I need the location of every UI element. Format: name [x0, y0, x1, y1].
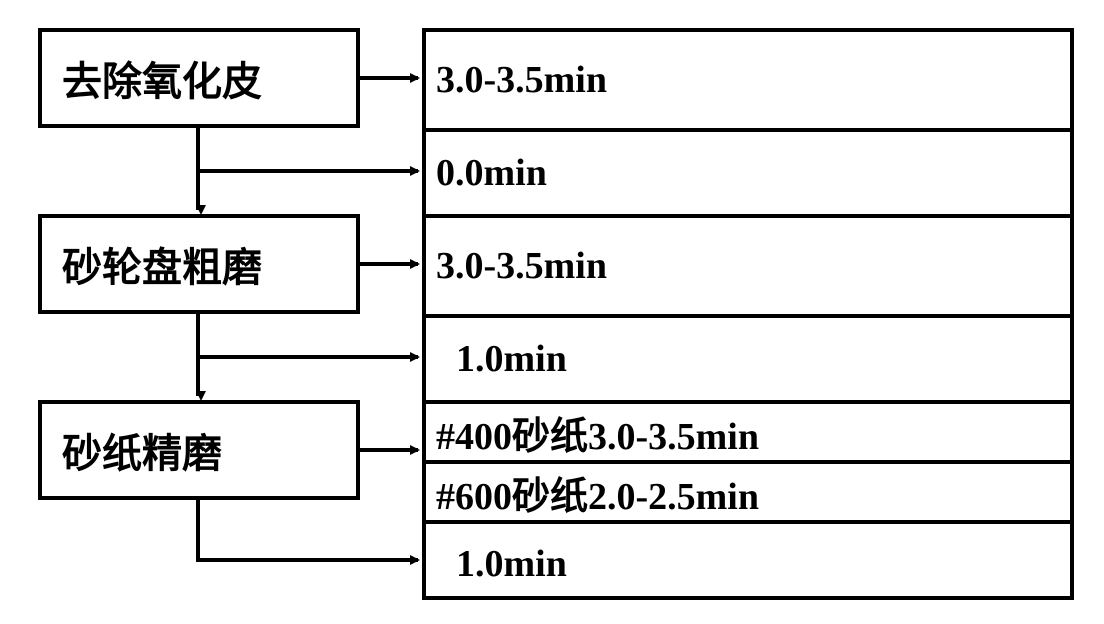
flowchart-diagram: 去除氧化皮 砂轮盘粗磨 砂纸精磨 3.0-3.5min 0.0min 3.0-3… [0, 0, 1104, 624]
table-row: #600砂纸2.0-2.5min [426, 464, 1070, 524]
row-label: 1.0min [456, 542, 567, 586]
timing-table: 3.0-3.5min 0.0min 3.0-3.5min 1.0min #400… [422, 28, 1074, 600]
row-label: 3.0-3.5min [436, 58, 607, 102]
row-label: 3.0-3.5min [436, 244, 607, 288]
process-box-fine-grind: 砂纸精磨 [38, 400, 360, 500]
process-box-remove-oxide: 去除氧化皮 [38, 28, 360, 128]
table-row: #400砂纸3.0-3.5min [426, 404, 1070, 464]
table-row: 3.0-3.5min [426, 32, 1070, 132]
row-label: 1.0min [456, 337, 567, 381]
table-row: 1.0min [426, 524, 1070, 604]
arrow [198, 500, 418, 560]
process-label: 去除氧化皮 [62, 49, 262, 107]
table-row: 3.0-3.5min [426, 218, 1070, 318]
process-label: 砂纸精磨 [62, 421, 222, 479]
row-label: 0.0min [436, 151, 547, 195]
table-row: 1.0min [426, 318, 1070, 404]
process-box-coarse-grind: 砂轮盘粗磨 [38, 214, 360, 314]
row-label: #600砂纸2.0-2.5min [436, 465, 759, 520]
process-label: 砂轮盘粗磨 [62, 235, 262, 293]
row-label: #400砂纸3.0-3.5min [436, 405, 759, 460]
table-row: 0.0min [426, 132, 1070, 218]
